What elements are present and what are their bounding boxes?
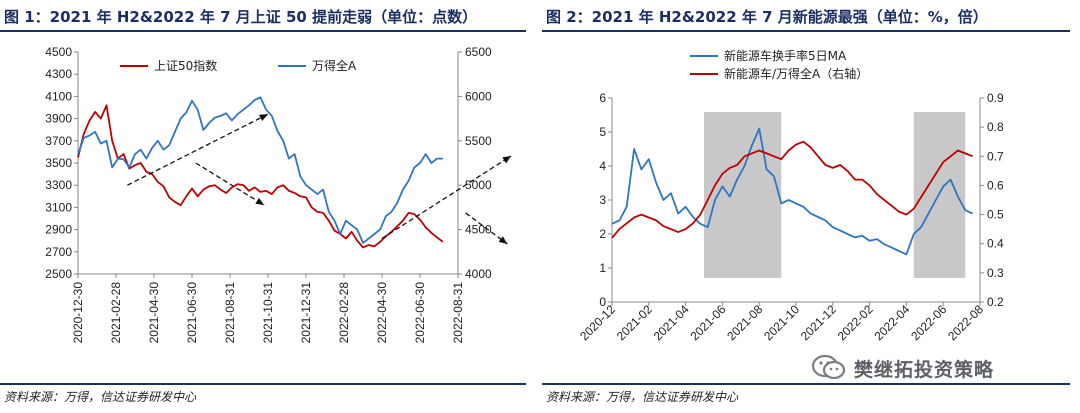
chart2-left-tick-label: 1 [599,261,606,275]
watermark: 樊继拓投资策略 [810,352,1074,382]
chart2-x-tick-label: 2022-08 [945,302,986,343]
chart2-x-tick-label: 2020-12 [577,302,618,343]
figure-2-title: 图 2：2021 年 H2&2022 年 7 月新能源最强（单位：%，倍） [546,8,988,26]
chart2-x-tick-label: 2021-08 [724,302,765,343]
chart2-left-tick-label: 3 [599,193,606,207]
figure-2: 图 2：2021 年 H2&2022 年 7 月新能源最强（单位：%，倍） 0 1… [542,0,1080,413]
chart2-left-tick-label: 5 [599,125,606,139]
chart2-right-tick-label: 0.8 [987,120,1004,134]
chart1-x-tick-label: 2020-12-30 [71,282,85,344]
chart1-x-tick-label: 2022-02-28 [337,282,351,344]
chart1-x-tick-label: 2021-06-30 [185,282,199,344]
chart1-x-tick-label: 2022-06-30 [413,282,427,344]
figure-2-source: 资料来源：万得，信达证券研发中心 [546,390,739,404]
chart1-x-tick-label: 2021-08-31 [223,282,237,344]
wechat-icon [811,354,846,380]
chart2-x-tick-label: 2022-02 [835,302,876,343]
chart2-x-tick-label: 2022-04 [871,302,912,343]
chart2-shaded-region-1 [704,112,782,278]
figure-1-title: 图 1：2021 年 H2&2022 年 7 月上证 50 提前走弱（单位：点数… [4,8,478,26]
chart2-x-tick-label: 2022-06 [908,302,949,343]
chart2-right-tick-label: 0.6 [987,178,1004,192]
chart2-right-tick-label: 0.4 [987,237,1004,251]
chart2-left-tick-label: 6 [599,91,606,105]
chart1-x-tick-label: 2021-02-28 [109,282,123,344]
chart2-legend-label-1: 新能源车换手率5日MA [724,48,847,63]
chart2-left-tick-label: 0 [599,295,606,309]
chart1-left-tick-label: 2500 [45,267,72,281]
chart-1: 2500 2700 2900 3100 3300 3500 3700 3900 4100 4300… [45,45,512,344]
chart1-x-tick-label: 2022-04-30 [375,282,389,344]
chart1-left-tick-label: 2700 [45,245,72,259]
chart1-x-tick-label: 2021-12-31 [299,282,313,344]
chart1-left-tick-label: 3300 [45,178,72,192]
figure-1-bottom-rule [0,383,526,385]
chart2-x-tick-label: 2021-06 [687,302,728,343]
chart1-legend-label-1: 上证50指数 [154,58,217,73]
chart1-right-tick-label: 4500 [465,223,492,237]
figure-2-bottom-rule [542,383,1070,385]
chart1-trend-arrow-head-1 [259,114,268,122]
chart1-right-tick-label: 5000 [465,178,492,192]
chart1-trend-arrow-1 [127,113,269,186]
figure-2-top-rule [542,30,1070,32]
chart1-left-tick-label: 3100 [45,200,72,214]
chart1-trend-arrow-4 [465,212,508,245]
chart1-trend-arrow-head-4 [498,236,508,245]
chart1-x-tick-label: 2021-04-30 [147,282,161,344]
chart1-left-tick-label: 4300 [45,67,72,81]
chart1-left-tick-label: 4500 [45,45,72,59]
chart1-x-tick-label: 2021-10-31 [261,282,275,344]
chart2-x-tick-label: 2021-10 [761,302,802,343]
chart2-x-tick-label: 2021-02 [614,302,655,343]
chart2-series-line-2 [611,140,973,239]
chart1-left-tick-label: 3500 [45,156,72,170]
chart2-right-tick-label: 0.9 [987,91,1004,105]
chart1-right-tick-label: 6000 [465,89,492,103]
chart1-legend-label-2: 万得全A [312,58,357,73]
chart1-trend-arrow-2 [195,162,265,206]
chart2-left-tick-label: 2 [599,227,606,241]
watermark-text: 樊继拓投资策略 [854,359,995,381]
chart2-right-tick-label: 0.5 [987,208,1004,222]
chart1-right-tick-label: 4000 [465,267,492,281]
chart2-left-tick-label: 4 [599,159,606,173]
chart1-trend-arrow-head-2 [255,197,265,206]
chart1-left-tick-label: 3700 [45,134,72,148]
figure-1-source: 资料来源：万得，信达证券研发中心 [4,390,197,404]
chart2-x-tick-label: 2021-04 [651,302,692,343]
chart2-right-tick-label: 0.2 [987,295,1004,309]
chart2-right-tick-label: 0.7 [987,149,1004,163]
chart1-left-tick-label: 3900 [45,112,72,126]
chart1-right-tick-label: 5500 [465,134,492,148]
figure-1-top-rule [0,30,526,32]
chart1-left-tick-label: 4100 [45,89,72,103]
chart-2: 01234560.20.30.40.50.60.70.80.92020-1220… [577,48,1004,343]
chart1-right-tick-label: 6500 [465,45,492,59]
figure-1: 图 1：2021 年 H2&2022 年 7 月上证 50 提前走弱（单位：点数… [0,0,526,413]
chart1-trend-arrow-3 [381,155,512,240]
chart2-legend-label-2: 新能源车/万得全A（右轴） [724,66,868,81]
chart2-right-tick-label: 0.3 [987,266,1004,280]
chart1-series-line-1 [77,104,444,249]
chart1-left-tick-label: 2900 [45,223,72,237]
chart2-series-line-1 [611,127,973,256]
chart1-x-tick-label: 2022-08-31 [451,282,465,344]
chart1-series-line-2 [77,96,443,244]
chart2-x-tick-label: 2021-12 [798,302,839,343]
chart1-trend-arrow-head-3 [502,155,512,164]
